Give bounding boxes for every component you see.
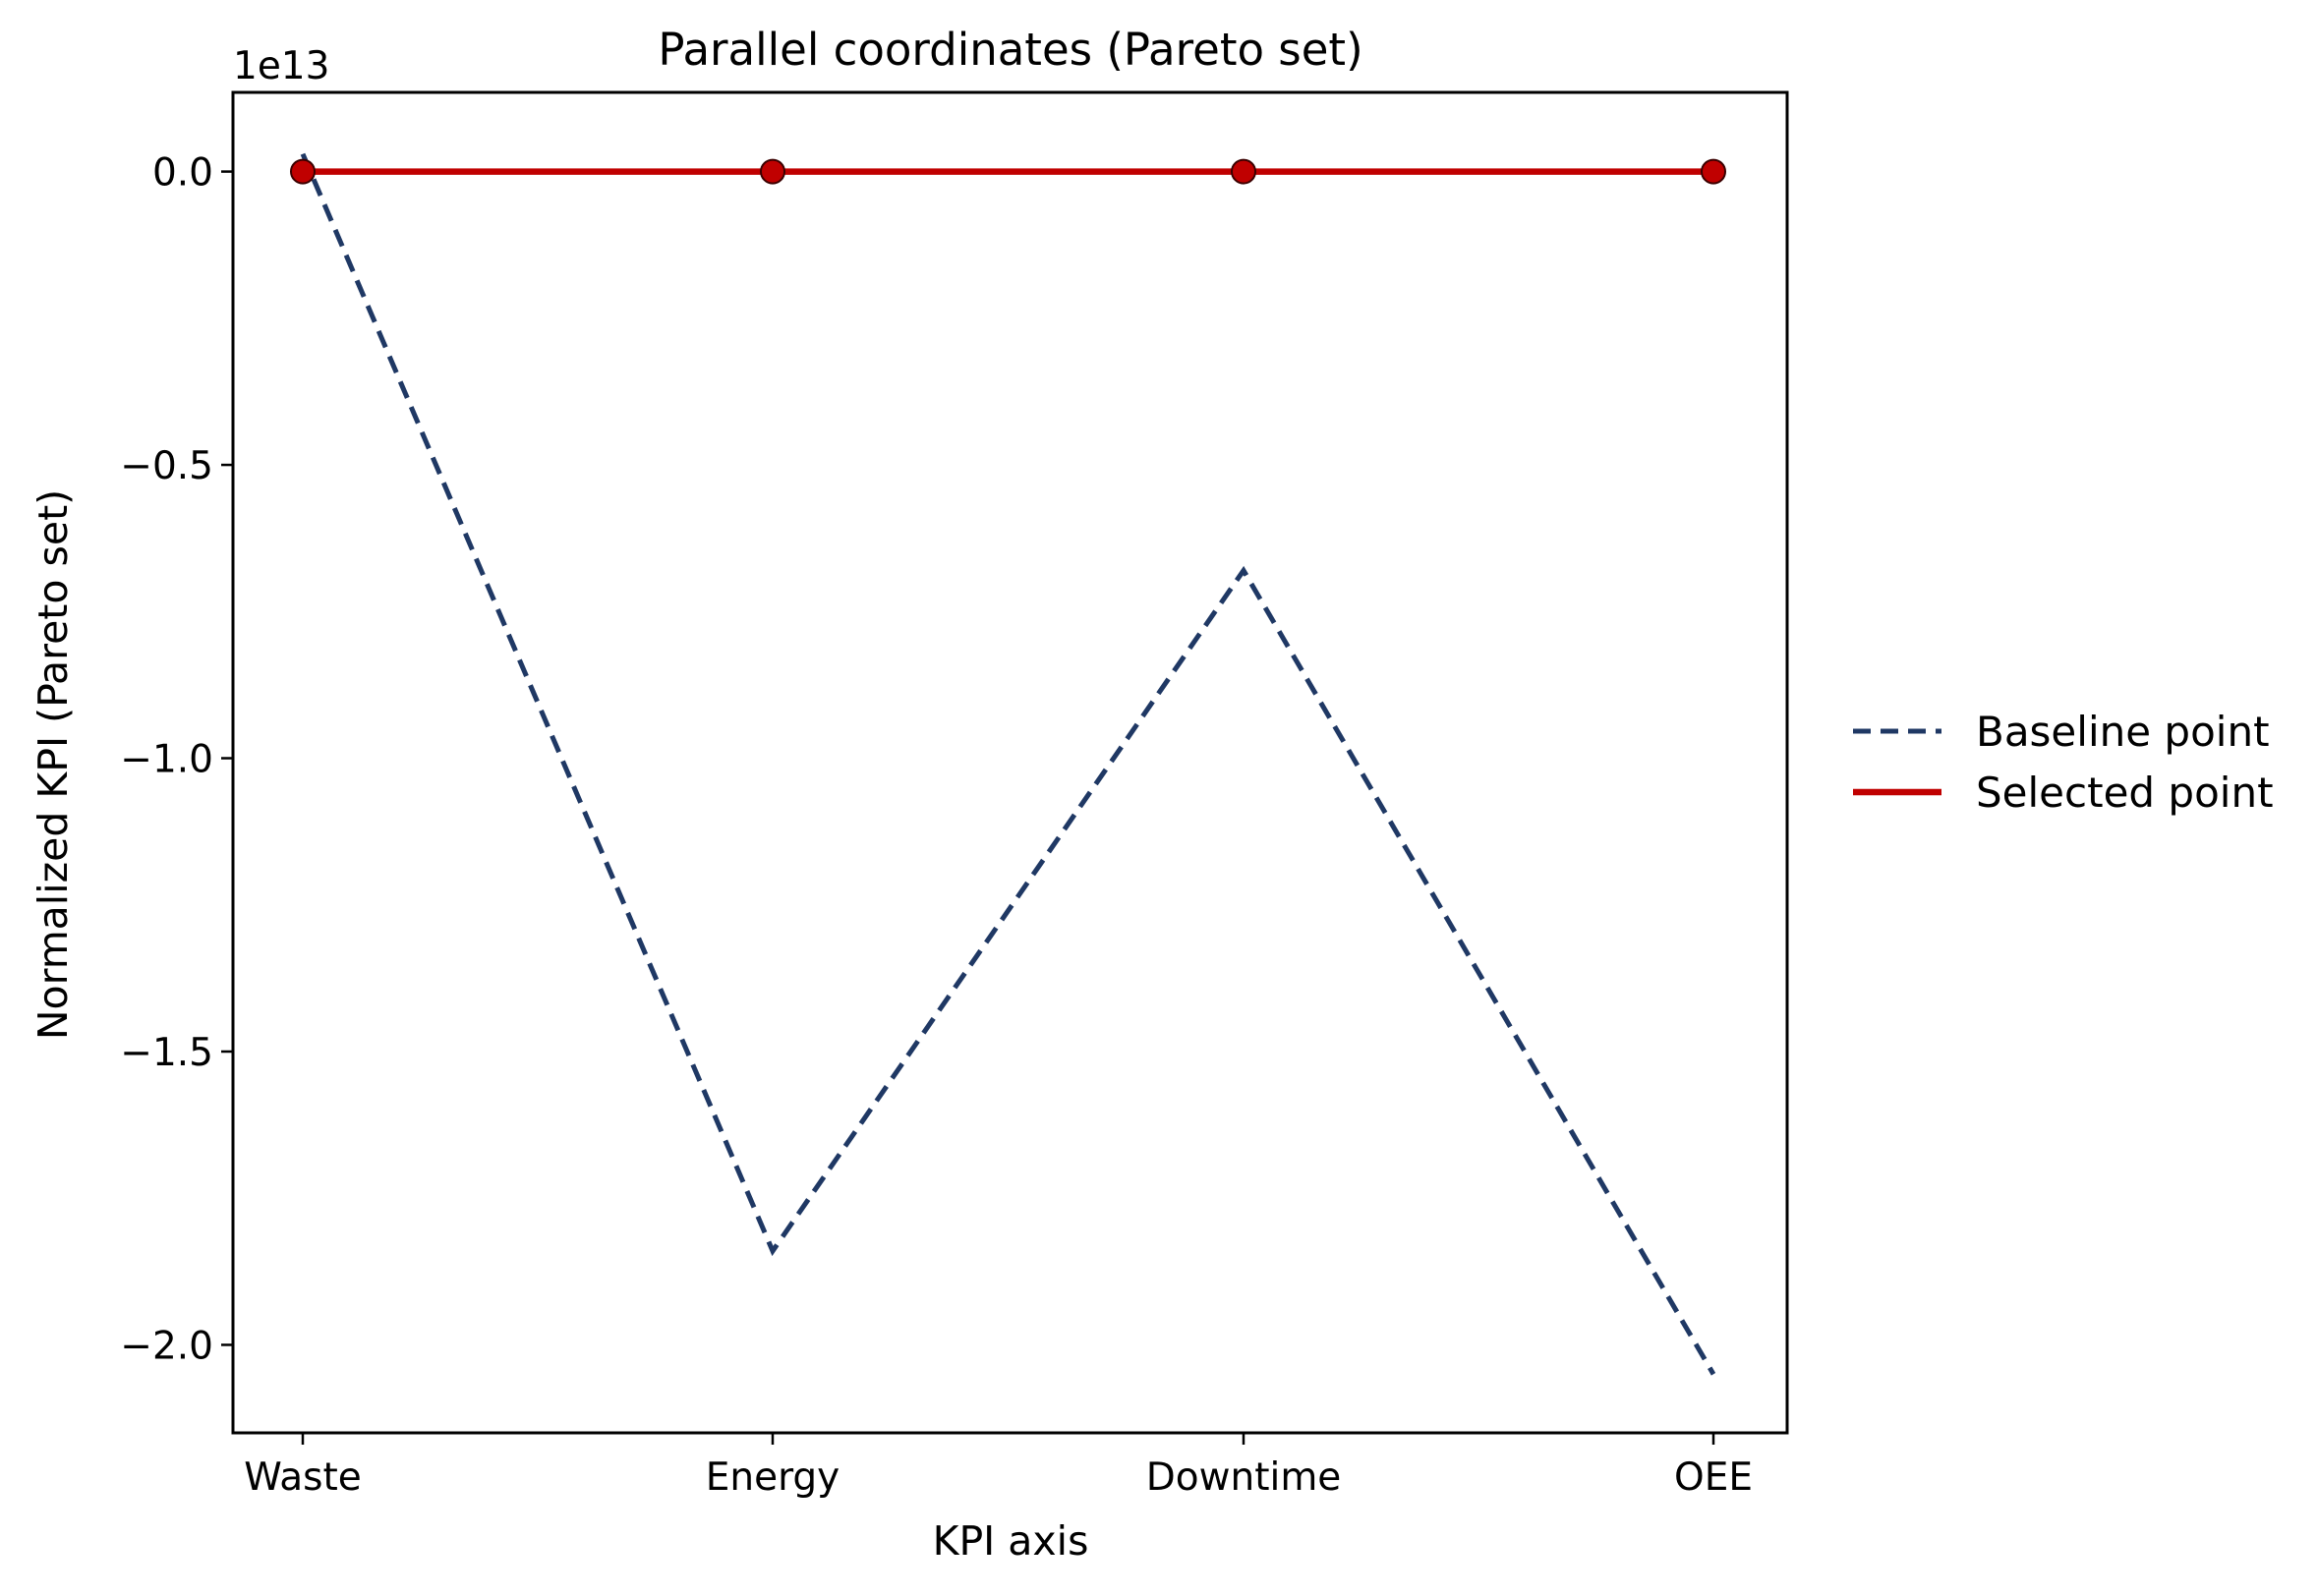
data-point-downtime [1231,158,1256,185]
x-tick-label: OEE [1674,1455,1753,1500]
x-tick-label: Downtime [1146,1455,1342,1500]
data-point-energy [760,158,785,185]
x-tick-label: Waste [244,1455,362,1500]
y-axis-label: Normalized KPI (Pareto set) [29,489,77,1040]
data-point-waste [290,158,316,185]
legend: Baseline point Selected point [1853,708,2274,817]
y-tick-label: −2.0 [120,1324,213,1368]
x-tick-label: Energy [706,1455,840,1500]
legend-label: Baseline point [1976,708,2270,756]
y-tick-label: 0.0 [152,151,213,196]
series-line-baseline-point [300,152,1716,1376]
axes-frame [231,90,1789,1435]
x-axis-label: KPI axis [933,1517,1089,1565]
y-tick-label: −1.5 [120,1031,213,1075]
y-tick-label: −0.5 [120,444,213,488]
y-tick-label: −1.0 [120,738,213,782]
data-point-oee [1701,158,1726,185]
legend-label: Selected point [1976,769,2274,817]
plot-area: 0.0 −0.5 −1.0 −1.5 −2.0 Waste Energy Downtime OE… [120,90,1789,1500]
y-axis-offset-label: 1e13 [233,44,329,88]
chart-title: Parallel coordinates (Pareto set) [658,24,1362,76]
